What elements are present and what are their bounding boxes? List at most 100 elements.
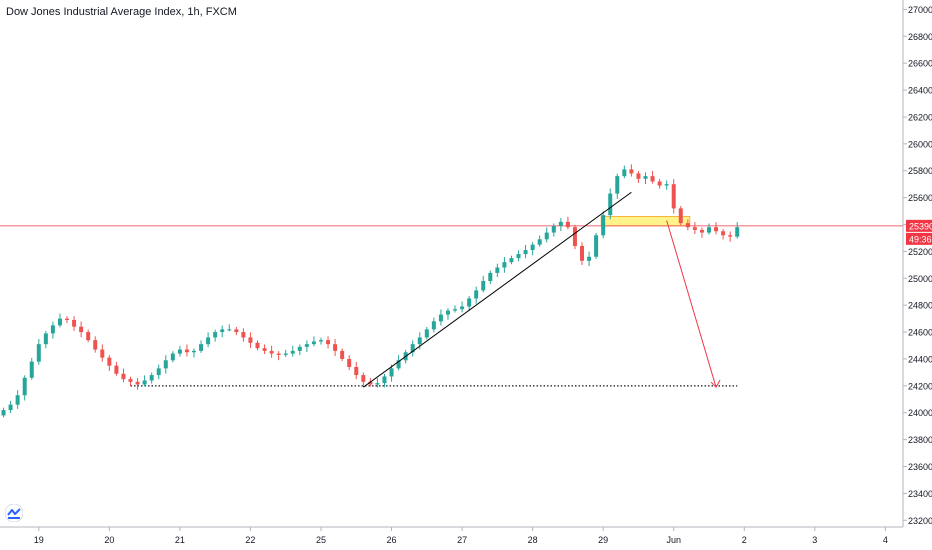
candle-body xyxy=(608,193,613,216)
last-price-value: 25390 xyxy=(909,221,932,231)
candle-body xyxy=(558,221,563,226)
candle-body xyxy=(615,176,620,194)
last-price-box xyxy=(906,219,932,232)
y-tick-label: 24000 xyxy=(908,408,932,418)
candle-body xyxy=(8,404,13,411)
y-tick-label: 25000 xyxy=(908,274,932,284)
candle-body xyxy=(43,333,48,345)
tradingview-logo-icon[interactable] xyxy=(5,504,23,522)
candle-body xyxy=(643,176,648,179)
candle-body xyxy=(29,361,34,378)
candle-body xyxy=(565,221,570,228)
y-tick-label: 23800 xyxy=(908,435,932,445)
candle-body xyxy=(488,272,493,281)
candle-body xyxy=(467,298,472,307)
candle-body xyxy=(290,350,295,354)
candle-body xyxy=(156,368,161,376)
x-tick-label: 27 xyxy=(457,535,467,545)
y-tick-label: 24200 xyxy=(908,381,932,391)
candle-body xyxy=(650,176,655,182)
candle-body xyxy=(685,223,690,228)
candle-body xyxy=(241,332,246,338)
candle-body xyxy=(453,309,458,311)
trendline xyxy=(363,191,632,388)
candle-body xyxy=(206,337,211,345)
x-tick-label: 26 xyxy=(387,535,397,545)
price-axis[interactable]: 23200 23400 23600 23800 24000 24200 24400 24600… xyxy=(903,5,932,526)
candle-body xyxy=(135,381,140,385)
resistance-zone xyxy=(600,216,691,227)
candle-body xyxy=(410,344,415,353)
candle-body xyxy=(735,227,740,237)
candle-body xyxy=(220,329,225,333)
y-tick-label: 24800 xyxy=(908,301,932,311)
y-tick-label: 25600 xyxy=(908,193,932,203)
projection-arrow-line xyxy=(666,220,717,388)
candle-body xyxy=(636,173,641,179)
candle-body xyxy=(114,365,119,374)
candle-body xyxy=(445,310,450,315)
candle-body xyxy=(326,340,331,345)
candle-body xyxy=(657,181,662,186)
candle-body xyxy=(72,319,77,327)
candle-body xyxy=(57,318,62,326)
candle-body xyxy=(523,250,528,255)
candle-body xyxy=(678,208,683,224)
candle-body xyxy=(431,321,436,330)
chart-title: Dow Jones Industrial Average Index, 1h, … xyxy=(6,6,237,18)
x-tick-label: 22 xyxy=(245,535,255,545)
candle-body xyxy=(537,239,542,245)
candle-body xyxy=(100,349,105,358)
x-tick-label: 3 xyxy=(812,535,817,545)
time-axis[interactable]: 19 20 21 22 25 26 27 28 29 Jun 2 3 4 xyxy=(34,527,888,545)
x-tick-label: 20 xyxy=(104,535,114,545)
y-tick-label: 26400 xyxy=(908,86,932,96)
candle-body xyxy=(580,246,585,261)
candle-body xyxy=(86,332,91,341)
chart-grid xyxy=(0,0,904,528)
y-tick-label: 25200 xyxy=(908,247,932,257)
bar-countdown: 49:36 xyxy=(909,234,932,244)
candle-body xyxy=(354,367,359,376)
candle-body xyxy=(79,326,84,333)
candlestick-series xyxy=(1,164,740,418)
candle-body xyxy=(255,342,260,349)
candle-body xyxy=(692,227,697,230)
y-tick-label: 26200 xyxy=(908,112,932,122)
candle-body xyxy=(283,353,288,355)
x-tick-label: 29 xyxy=(598,535,608,545)
candle-body xyxy=(509,258,514,263)
candle-body xyxy=(177,349,182,354)
candle-body xyxy=(347,358,352,368)
y-tick-label: 24600 xyxy=(908,328,932,338)
candle-body xyxy=(170,353,175,361)
candle-body xyxy=(474,290,479,299)
candle-body xyxy=(340,350,345,359)
candle-body xyxy=(128,379,133,382)
y-tick-label: 24400 xyxy=(908,354,932,364)
candle-body xyxy=(121,373,126,380)
candle-body xyxy=(163,360,168,369)
y-tick-label: 27000 xyxy=(908,5,932,15)
x-tick-label: 25 xyxy=(316,535,326,545)
candle-body xyxy=(361,375,366,382)
candle-body xyxy=(248,337,253,343)
candle-body xyxy=(142,380,147,385)
candle-body xyxy=(721,231,726,236)
candle-body xyxy=(234,329,239,333)
y-tick-label: 23600 xyxy=(908,462,932,472)
candle-body xyxy=(15,395,20,405)
candle-body xyxy=(544,232,549,240)
candle-body xyxy=(728,235,733,237)
candle-body xyxy=(107,357,112,366)
candle-body xyxy=(460,306,465,310)
last-price-label: 25390 49:36 xyxy=(906,219,932,245)
y-tick-label: 26600 xyxy=(908,59,932,69)
candle-body xyxy=(192,350,197,353)
candle-body xyxy=(333,344,338,351)
candle-body xyxy=(424,329,429,338)
candle-body xyxy=(551,225,556,233)
candle-body xyxy=(699,229,704,233)
candle-body xyxy=(262,348,267,351)
